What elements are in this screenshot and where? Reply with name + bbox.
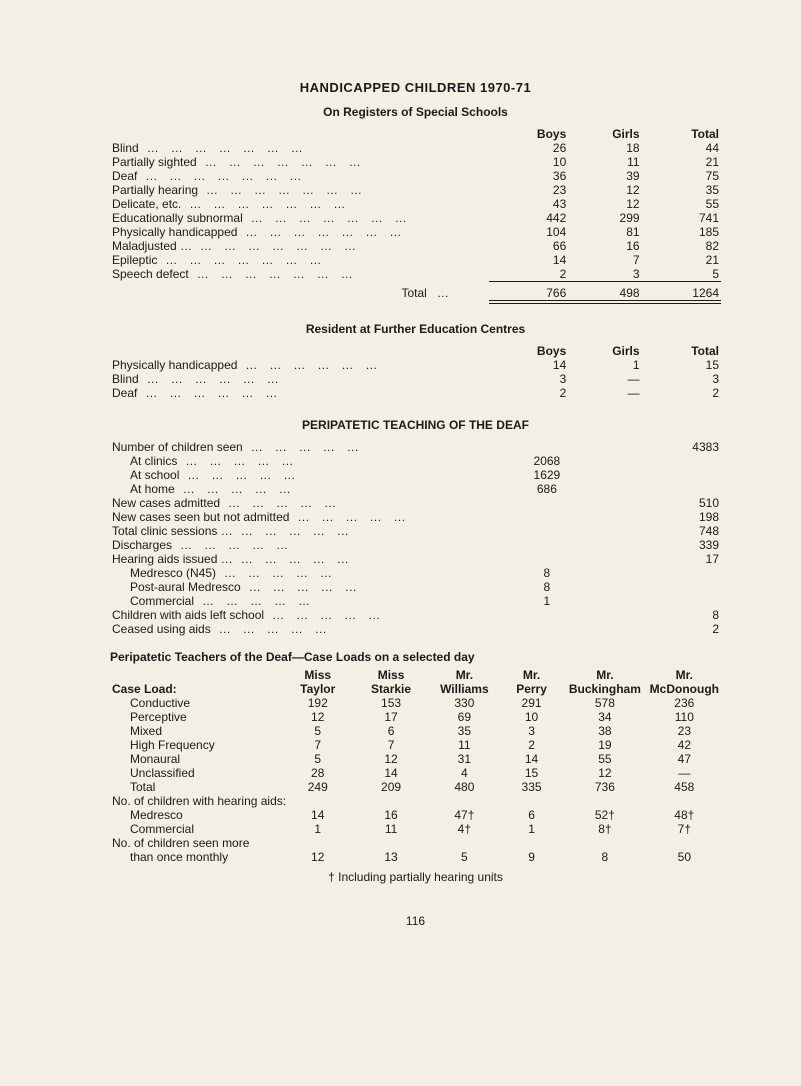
- table-row: New cases seen but not admitted…………… 198: [110, 510, 721, 524]
- col2-total: Total: [642, 344, 721, 358]
- sub-seen-more: No. of children seen more: [110, 836, 721, 850]
- col2-boys: Boys: [489, 344, 568, 358]
- table-row: Physically handicapped………………… 10481185: [110, 225, 721, 239]
- table-row: Commercial…………… 1: [110, 594, 721, 608]
- th-n4: Buckingham: [562, 682, 648, 696]
- section1-heading: On Registers of Special Schools: [110, 105, 721, 119]
- r3-3: 9: [501, 850, 562, 864]
- th-n0: Taylor: [281, 682, 354, 696]
- table-row: Unclassified281441512—: [110, 766, 721, 780]
- table-row: Total clinic sessions ……………… 748: [110, 524, 721, 538]
- th-p4: Mr.: [562, 668, 648, 682]
- th-n3: Perry: [501, 682, 562, 696]
- table-row: Speech defect………………… 235: [110, 267, 721, 282]
- caseload-label: Case Load:: [110, 682, 281, 696]
- table-row: Hearing aids issued ……………… 17: [110, 552, 721, 566]
- table-caseloads: Miss Miss Mr. Mr. Mr. Mr. Case Load: Tay…: [110, 668, 721, 864]
- th-p2: Mr.: [428, 668, 501, 682]
- table-row: Partially hearing………………… 231235: [110, 183, 721, 197]
- table-registers: Boys Girls Total Blind………………… 261844Part…: [110, 127, 721, 304]
- r3-1: 13: [354, 850, 427, 864]
- r3-5: 50: [648, 850, 721, 864]
- footnote: † Including partially hearing units: [110, 870, 721, 884]
- table-peripatetic: Number of children seen…………… 4383At clin…: [110, 440, 721, 636]
- table-row: Conductive192153330291578236: [110, 696, 721, 710]
- table-row: Educationally subnormal………………… 442299741: [110, 211, 721, 225]
- table-row: At clinics…………… 2068: [110, 454, 721, 468]
- table-row: Deaf………………… 363975: [110, 169, 721, 183]
- table-row: At home…………… 686: [110, 482, 721, 496]
- total-total: 1264: [642, 282, 721, 301]
- th-p5: Mr.: [648, 668, 721, 682]
- th-n1: Starkie: [354, 682, 427, 696]
- table-row: Commercial1114†18†7†: [110, 822, 721, 836]
- table-row: Deaf……………… 2—2: [110, 386, 721, 400]
- col-girls: Girls: [568, 127, 641, 141]
- col-boys: Boys: [489, 127, 568, 141]
- table-row: Blind……………… 3—3: [110, 372, 721, 386]
- col-total: Total: [642, 127, 721, 141]
- th-p0: Miss: [281, 668, 354, 682]
- table-row: Children with aids left school…………… 8: [110, 608, 721, 622]
- r3-2: 5: [428, 850, 501, 864]
- table-row: Post-aural Medresco…………… 8: [110, 580, 721, 594]
- page-number: 116: [110, 914, 721, 928]
- page-title: HANDICAPPED CHILDREN 1970-71: [110, 80, 721, 95]
- col2-girls: Girls: [568, 344, 641, 358]
- table-row: Epileptic………………… 14721: [110, 253, 721, 267]
- section4-heading: Peripatetic Teachers of the Deaf—Case Lo…: [110, 650, 721, 664]
- table-row: Physically handicapped……………… 14115: [110, 358, 721, 372]
- table-row: Mixed563533823: [110, 724, 721, 738]
- table-row: High Frequency771121942: [110, 738, 721, 752]
- r3-4: 8: [562, 850, 648, 864]
- section2-heading: Resident at Further Education Centres: [110, 322, 721, 336]
- table-row: Discharges…………… 339: [110, 538, 721, 552]
- th-n2: Williams: [428, 682, 501, 696]
- table-row: At school…………… 1629: [110, 468, 721, 482]
- table-row: Maladjusted …………………… 661682: [110, 239, 721, 253]
- th-p3: Mr.: [501, 668, 562, 682]
- table-row: New cases admitted…………… 510: [110, 496, 721, 510]
- table-row: Medresco141647†652†48†: [110, 808, 721, 822]
- r3-0: 12: [281, 850, 354, 864]
- th-p1: Miss: [354, 668, 427, 682]
- th-n5: McDonough: [648, 682, 721, 696]
- table-row: Total249209480335736458: [110, 780, 721, 794]
- table-row: Perceptive1217691034110: [110, 710, 721, 724]
- table-row: Ceased using aids…………… 2: [110, 622, 721, 636]
- table-row: Partially sighted………………… 101121: [110, 155, 721, 169]
- table-row: Monaural51231145547: [110, 752, 721, 766]
- table-row: Number of children seen…………… 4383: [110, 440, 721, 454]
- total-boys: 766: [489, 282, 568, 301]
- table-resident: Boys Girls Total Physically handicapped……: [110, 344, 721, 400]
- table-row: Delicate, etc.………………… 431255: [110, 197, 721, 211]
- sub-hearing-aids: No. of children with hearing aids:: [110, 794, 721, 808]
- table-row: Blind………………… 261844: [110, 141, 721, 155]
- total-girls: 498: [568, 282, 641, 301]
- sub-seen-more-b: than once monthly: [110, 850, 281, 864]
- section3-heading: PERIPATETIC TEACHING OF THE DEAF: [110, 418, 721, 432]
- table-row: Medresco (N45)…………… 8: [110, 566, 721, 580]
